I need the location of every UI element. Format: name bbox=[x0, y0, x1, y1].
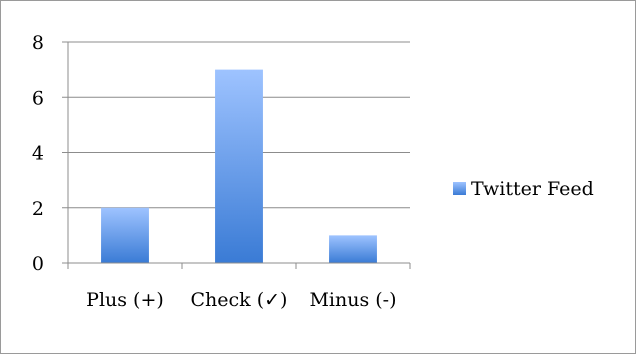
bar bbox=[329, 235, 377, 263]
y-tick-label: 8 bbox=[32, 32, 44, 54]
x-tick-label: Plus (+) bbox=[86, 289, 164, 311]
legend-swatch bbox=[453, 182, 466, 195]
x-tick-label: Check (✓) bbox=[191, 289, 288, 311]
y-tick-label: 6 bbox=[32, 87, 44, 109]
x-tick-label: Minus (-) bbox=[309, 289, 396, 311]
bar bbox=[215, 69, 263, 263]
legend: Twitter Feed bbox=[453, 178, 594, 200]
tick-labels: 0 2 4 6 8 Plus (+) Check (✓) Minus (-) bbox=[32, 32, 397, 311]
axes bbox=[62, 41, 411, 269]
bars bbox=[101, 69, 377, 263]
y-tick-label: 2 bbox=[32, 198, 44, 220]
bar bbox=[101, 207, 149, 263]
legend-label: Twitter Feed bbox=[471, 178, 594, 200]
y-tick-label: 4 bbox=[32, 143, 44, 165]
y-tick-label: 0 bbox=[32, 253, 44, 275]
